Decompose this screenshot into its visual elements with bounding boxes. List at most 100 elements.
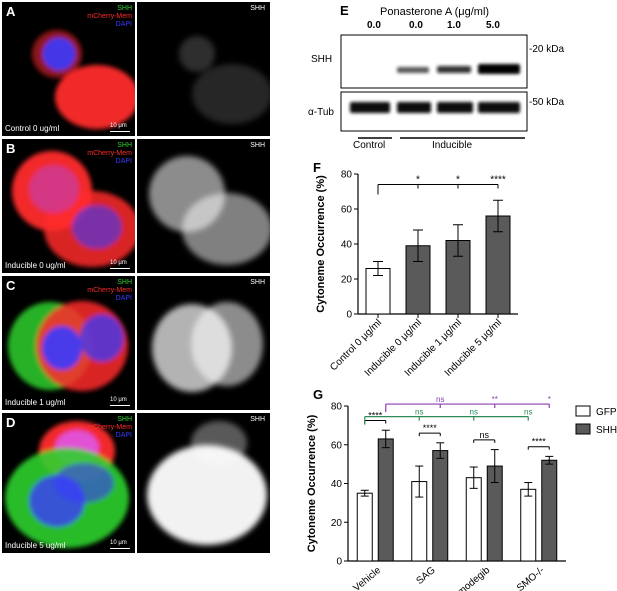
channel-label: SHH — [117, 142, 132, 149]
channel-legend: SHH mCherry-Mem DAPI — [62, 5, 132, 29]
group-label-inducible: Inducible — [432, 140, 473, 151]
scale-bar — [110, 131, 130, 132]
condition-label: Inducible 0 ug/ml — [5, 261, 66, 270]
marker-20kda: -20 kDa — [529, 44, 565, 55]
scale-bar — [110, 405, 130, 406]
panel-letter: D — [6, 415, 16, 430]
significance-label: * — [456, 175, 460, 186]
y-axis-title: Cytoneme Occurrence (%) — [315, 175, 327, 313]
gray-channel-label: SHH — [250, 416, 265, 423]
x-tick-label: SMO-/- — [515, 565, 547, 591]
legend-swatch — [575, 405, 591, 417]
channel-legend: SHH mCherry-Mem DAPI — [62, 279, 132, 303]
bar — [465, 477, 482, 562]
within-group-label: **** — [423, 423, 438, 433]
micrograph-shh-channel — [137, 2, 270, 136]
gray-channel-label: SHH — [250, 279, 265, 286]
lane-value-3: 1.0 — [447, 20, 461, 31]
cell-blob-gray — [191, 421, 247, 465]
channel-label: mCherry-Mem — [87, 150, 132, 157]
group-label-control: Control — [353, 140, 386, 151]
micrograph-shh-channel — [137, 276, 270, 410]
legend-label: SHH-GFP — [596, 425, 617, 436]
within-group-label: **** — [532, 437, 547, 447]
blot-image — [340, 34, 528, 139]
cell-blob — [42, 37, 76, 71]
scale-bar-label: 10 μm — [110, 397, 127, 403]
bar — [377, 438, 394, 562]
scale-bar-label: 10 μm — [110, 540, 127, 546]
y-tick-label: 20 — [331, 518, 343, 529]
y-tick-label: 80 — [341, 170, 353, 181]
scale-bar — [110, 268, 130, 269]
blot-title: Ponasterone A (μg/ml) — [380, 6, 490, 18]
blot-row-label-shh: SHH — [311, 54, 333, 65]
micrograph-composite — [2, 139, 135, 273]
marker-50kda: -50 kDa — [529, 97, 565, 108]
cell-blob-gray — [147, 445, 267, 545]
lane-value-2: 0.0 — [409, 20, 423, 31]
x-tick-label: Vehicle — [351, 565, 383, 591]
panel-letter: B — [6, 141, 16, 156]
channel-label: DAPI — [115, 295, 132, 302]
panel-letter-f: F — [313, 160, 321, 175]
bar — [356, 492, 373, 562]
y-tick-label: 20 — [341, 275, 353, 286]
cell-blob-gray — [191, 302, 263, 386]
channel-label: DAPI — [115, 158, 132, 165]
micrograph-shh-channel — [137, 139, 270, 273]
micrograph-composite — [2, 2, 135, 136]
channel-label: DAPI — [115, 21, 132, 28]
y-tick-label: 40 — [331, 479, 343, 490]
y-tick-label: 0 — [346, 310, 352, 321]
gray-channel-label: SHH — [250, 142, 265, 149]
channel-label: mCherry-Mem — [87, 287, 132, 294]
x-tick-label: SAG — [414, 565, 437, 587]
cell-blob — [54, 463, 114, 503]
significance-label: * — [416, 175, 420, 186]
cell-blob-gray — [192, 64, 270, 124]
green-comparison-label: ns — [470, 408, 478, 417]
scale-bar-label: 10 μm — [110, 123, 127, 129]
purple-comparison-label: ** — [492, 395, 498, 404]
green-comparison-label: ns — [524, 408, 532, 417]
panel-letter: A — [6, 4, 16, 19]
y-axis-title: Cytoneme Occurrence (%) — [306, 414, 318, 552]
significance-label: **** — [490, 175, 506, 186]
cell-blob-gray — [182, 193, 270, 265]
cell-blob — [80, 314, 124, 362]
bar — [432, 450, 449, 562]
bar — [541, 459, 558, 562]
gray-channel-label: SHH — [250, 5, 265, 12]
channel-label: mCherry-Mem — [87, 424, 132, 431]
within-group-label: **** — [368, 411, 383, 421]
scale-bar-label: 10 μm — [110, 260, 127, 266]
channel-label: SHH — [117, 279, 132, 286]
lane-value-1: 0.0 — [367, 20, 381, 31]
channel-legend: SHH mCherry-Mem DAPI — [62, 416, 132, 440]
y-tick-label: 60 — [341, 205, 353, 216]
panel-letter-e: E — [340, 3, 349, 18]
y-tick-label: 60 — [331, 440, 343, 451]
y-tick-label: 80 — [331, 402, 343, 413]
scale-bar — [110, 548, 130, 549]
panel-letter-g: G — [313, 387, 324, 402]
lane-value-4: 5.0 — [486, 20, 500, 31]
micrograph-composite — [2, 413, 135, 553]
channel-label: SHH — [117, 5, 132, 12]
micrograph-shh-channel — [137, 413, 270, 553]
legend-swatch — [575, 423, 591, 435]
cell-blob-gray — [179, 36, 215, 72]
blot-row-label-tub: α-Tub — [308, 107, 334, 118]
bar — [520, 488, 537, 562]
cell-blob — [55, 65, 135, 129]
chart-g: 0 20 40 60 80 Cytoneme Occurrence (%) Vehicle *… — [306, 395, 617, 591]
cell-blob — [29, 165, 79, 213]
condition-label: Control 0 ug/ml — [5, 124, 60, 133]
y-tick-label: 40 — [341, 240, 353, 251]
panel-letter: C — [6, 278, 16, 293]
cell-blob — [42, 326, 82, 370]
x-tick-label: Vismodegib — [445, 565, 492, 591]
channel-legend: SHH mCherry-Mem DAPI — [62, 142, 132, 166]
